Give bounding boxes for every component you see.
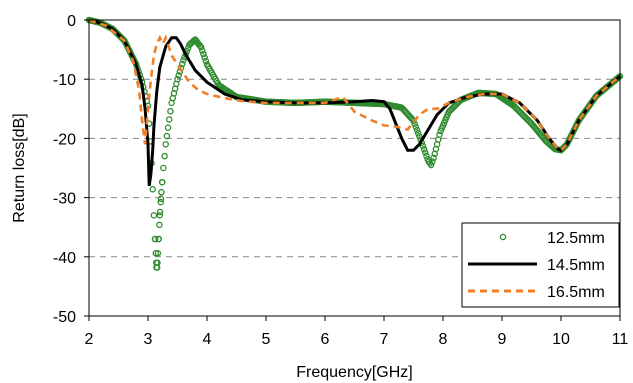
x-tick-label: 4	[203, 331, 212, 348]
x-tick-label: 11	[612, 331, 629, 348]
data-point	[160, 180, 165, 185]
data-point	[168, 109, 173, 114]
legend: 12.5mm 14.5mm 16.5mm	[462, 223, 619, 307]
data-point	[151, 213, 156, 218]
legend-label: 14.5mm	[547, 257, 605, 274]
data-point	[158, 199, 163, 204]
y-tick-label: -10	[53, 72, 76, 89]
y-tick-label: -30	[53, 191, 76, 208]
x-tick-label: 9	[498, 331, 507, 348]
data-point	[164, 133, 169, 138]
y-tick-label: 0	[67, 13, 76, 30]
data-point	[162, 154, 167, 159]
x-axis-ticks: 2 3 4 5 6 7 8 9 10 11	[85, 316, 629, 348]
data-point	[157, 222, 162, 227]
data-point	[165, 125, 170, 130]
y-axis-label: Return loss[dB]	[11, 113, 28, 222]
x-tick-label: 2	[85, 331, 94, 348]
data-point	[161, 165, 166, 170]
x-tick-label: 6	[321, 331, 330, 348]
y-tick-label: -50	[53, 309, 76, 326]
data-point	[157, 209, 162, 214]
data-point	[423, 150, 428, 155]
x-axis-label: Frequency[GHz]	[296, 364, 412, 381]
data-point	[159, 190, 164, 195]
data-point	[150, 187, 155, 192]
y-tick-label: -40	[53, 250, 76, 267]
x-tick-label: 7	[380, 331, 389, 348]
data-point	[163, 142, 168, 147]
y-tick-label: -20	[53, 131, 76, 148]
x-tick-label: 3	[144, 331, 153, 348]
data-point	[156, 236, 161, 241]
data-point	[422, 147, 427, 152]
data-point	[167, 117, 172, 122]
data-point	[424, 153, 429, 158]
x-tick-label: 10	[552, 331, 570, 348]
legend-label: 12.5mm	[547, 230, 605, 247]
legend-label: 16.5mm	[547, 284, 605, 301]
x-tick-label: 5	[262, 331, 271, 348]
x-tick-label: 8	[439, 331, 448, 348]
y-axis-ticks: 0 -10 -20 -30 -40 -50	[53, 13, 89, 326]
